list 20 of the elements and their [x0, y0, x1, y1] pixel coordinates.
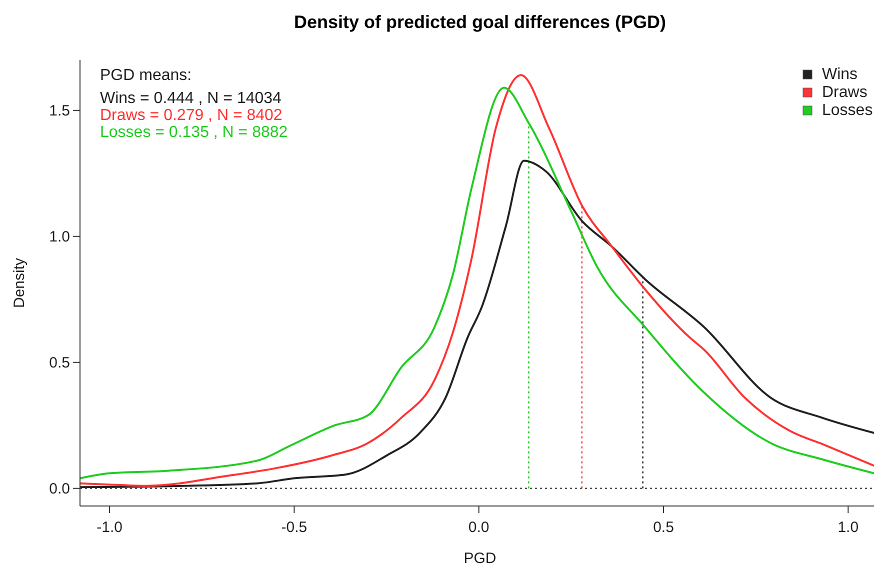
x-tick-label: 1.0: [838, 519, 859, 536]
x-tick-label: 0.5: [653, 519, 674, 536]
y-axis-title: Density: [11, 258, 28, 308]
annotation: PGD means:: [100, 67, 192, 84]
x-tick-label: 0.0: [468, 519, 490, 536]
chart-title: Density of predicted goal differences (PGD): [294, 12, 666, 32]
line-series: [80, 160, 874, 488]
y-tick-label: 0.5: [49, 354, 70, 372]
y-tick-label: 1.5: [49, 102, 70, 120]
annotation: Wins = 0.444 , N = 14034: [100, 90, 282, 107]
y-tick-label: 1.0: [49, 228, 70, 246]
y-tick-label: 0.0: [49, 480, 70, 498]
legend-label: Draws: [822, 84, 868, 101]
legend-label: Losses: [822, 102, 873, 119]
x-tick-label: -1.0: [96, 519, 122, 536]
annotation: Draws = 0.279 , N = 8402: [100, 107, 282, 124]
x-axis-title: PGD: [464, 550, 496, 567]
legend-label: Wins: [822, 66, 858, 83]
x-tick-label: -0.5: [281, 519, 308, 536]
annotation: Losses = 0.135 , N = 8882: [100, 124, 288, 141]
